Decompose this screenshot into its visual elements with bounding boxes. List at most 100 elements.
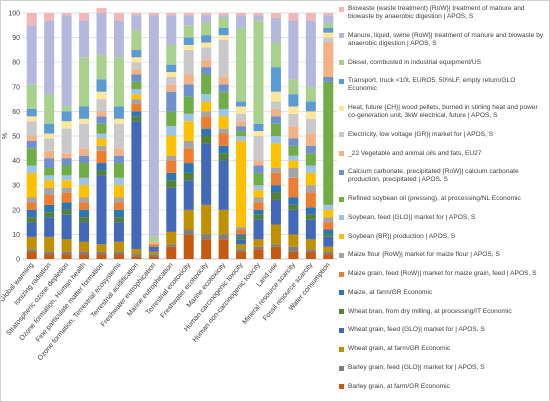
legend-label: Barley grain, at farm/GR Economic xyxy=(348,382,450,390)
bar-segment xyxy=(288,94,299,107)
legend-label: Wheat grain, feed {GLO}| market for | AP… xyxy=(348,326,485,334)
bar-segment xyxy=(323,254,334,259)
bar-segment xyxy=(44,254,55,259)
bar-segment xyxy=(305,86,316,102)
bar-segment xyxy=(113,185,124,198)
bar-segment xyxy=(270,17,281,43)
bar-segment xyxy=(96,123,107,134)
bar-segment xyxy=(166,231,177,245)
legend-swatch xyxy=(339,78,344,84)
bar-segment xyxy=(79,251,90,255)
legend-item: Wheat grain, feed {GLO}| market for | AP… xyxy=(339,326,545,334)
bar-segment xyxy=(201,143,212,205)
bar-segment xyxy=(236,229,247,235)
bar-segment xyxy=(270,246,281,259)
bar-segment xyxy=(61,121,72,129)
bar-segment xyxy=(183,84,194,97)
legend-item: Diesel, combusted in industrial equipmen… xyxy=(339,59,545,67)
bar-segment xyxy=(113,148,124,156)
bar-segment xyxy=(323,15,334,23)
bar-segment xyxy=(305,192,316,208)
bar-segment xyxy=(270,108,281,117)
bar-segment xyxy=(305,214,316,220)
bar-segment xyxy=(61,128,72,154)
bar-segment xyxy=(131,49,142,58)
bar-segment xyxy=(96,138,107,146)
bar-segment xyxy=(288,197,299,205)
bar-segment xyxy=(270,42,281,68)
bar-segment xyxy=(166,72,177,77)
bar-segment xyxy=(44,251,55,255)
bar-segment xyxy=(201,111,212,117)
bar-segment xyxy=(305,133,316,146)
bar-segment xyxy=(218,128,229,134)
bar-segment xyxy=(79,197,90,203)
bar-segment xyxy=(96,251,107,255)
bar-segment xyxy=(26,217,37,223)
bar-segment xyxy=(131,81,142,90)
bar-segment xyxy=(79,254,90,259)
bar-segment xyxy=(44,138,55,151)
bar-segment xyxy=(305,219,316,240)
bar-segment xyxy=(270,136,281,144)
bar-segment xyxy=(131,254,142,257)
bar-segment xyxy=(96,170,107,176)
bar-segment xyxy=(79,241,90,252)
bar-segment xyxy=(148,256,159,259)
bar-segment xyxy=(44,158,55,168)
bar-segment xyxy=(131,89,142,95)
legend-item: Transport, truck <10t, EURO5, 50%LF, emp… xyxy=(339,77,545,93)
bar-segment xyxy=(131,69,142,75)
bar-segment xyxy=(236,140,247,228)
bar-segment xyxy=(166,244,177,247)
legend-swatch xyxy=(339,196,344,202)
bar-segment xyxy=(201,136,212,144)
bar-segment xyxy=(270,185,281,193)
legend: Biowaste (waste treatment) {RoW}| treatm… xyxy=(339,5,545,391)
legend-item: Maize grain, feed {RoW}| market for maiz… xyxy=(339,270,545,278)
bar-segment xyxy=(26,165,37,173)
bar-segment xyxy=(96,54,107,80)
bar-segment xyxy=(26,249,37,252)
bar-segment xyxy=(61,175,72,181)
bar-segment xyxy=(113,241,124,252)
bar-segment xyxy=(218,145,229,154)
bar-segment xyxy=(288,145,299,156)
bar-segment xyxy=(44,180,55,188)
bar-segment xyxy=(305,165,316,173)
bar-segment xyxy=(166,187,177,232)
bar-segment xyxy=(79,209,90,218)
bar-segment xyxy=(26,236,37,250)
bar-segment xyxy=(148,249,159,252)
y-tick-label: 0 xyxy=(16,257,20,264)
legend-swatch xyxy=(339,327,344,333)
bar-segment xyxy=(79,57,90,107)
bar-segment xyxy=(131,15,142,31)
legend-label: Soybean {BR}| production | APOS, S xyxy=(348,232,456,240)
bar-segment xyxy=(270,101,281,109)
bar-segment xyxy=(253,202,264,210)
bar-segment xyxy=(253,136,264,161)
bar-segment xyxy=(44,187,55,196)
bar-segment xyxy=(131,116,142,122)
bar-segment xyxy=(201,22,212,36)
legend-swatch xyxy=(339,346,344,352)
bar-segment xyxy=(305,207,316,215)
bar-segment xyxy=(270,13,281,18)
bar-segment xyxy=(166,15,177,45)
bar-segment xyxy=(166,180,177,188)
bar-segment xyxy=(96,111,107,117)
bar-segment xyxy=(166,91,177,112)
bar-segment xyxy=(183,44,194,50)
bar-segment xyxy=(288,234,299,247)
bar-segment xyxy=(288,106,299,114)
bar-segment xyxy=(323,27,334,33)
bar-segment xyxy=(96,91,107,100)
bar-segment xyxy=(61,214,72,240)
bar-segment xyxy=(61,15,72,107)
legend-item: Wheat bran, from dry milling, at process… xyxy=(339,308,545,316)
legend-label: Soybean, feed {GLO}| market for | APOS, … xyxy=(348,213,476,221)
bar-segment xyxy=(236,113,247,122)
bar-segment xyxy=(113,251,124,255)
legend-item: Refined soybean oil (pressing), at proce… xyxy=(339,195,545,203)
